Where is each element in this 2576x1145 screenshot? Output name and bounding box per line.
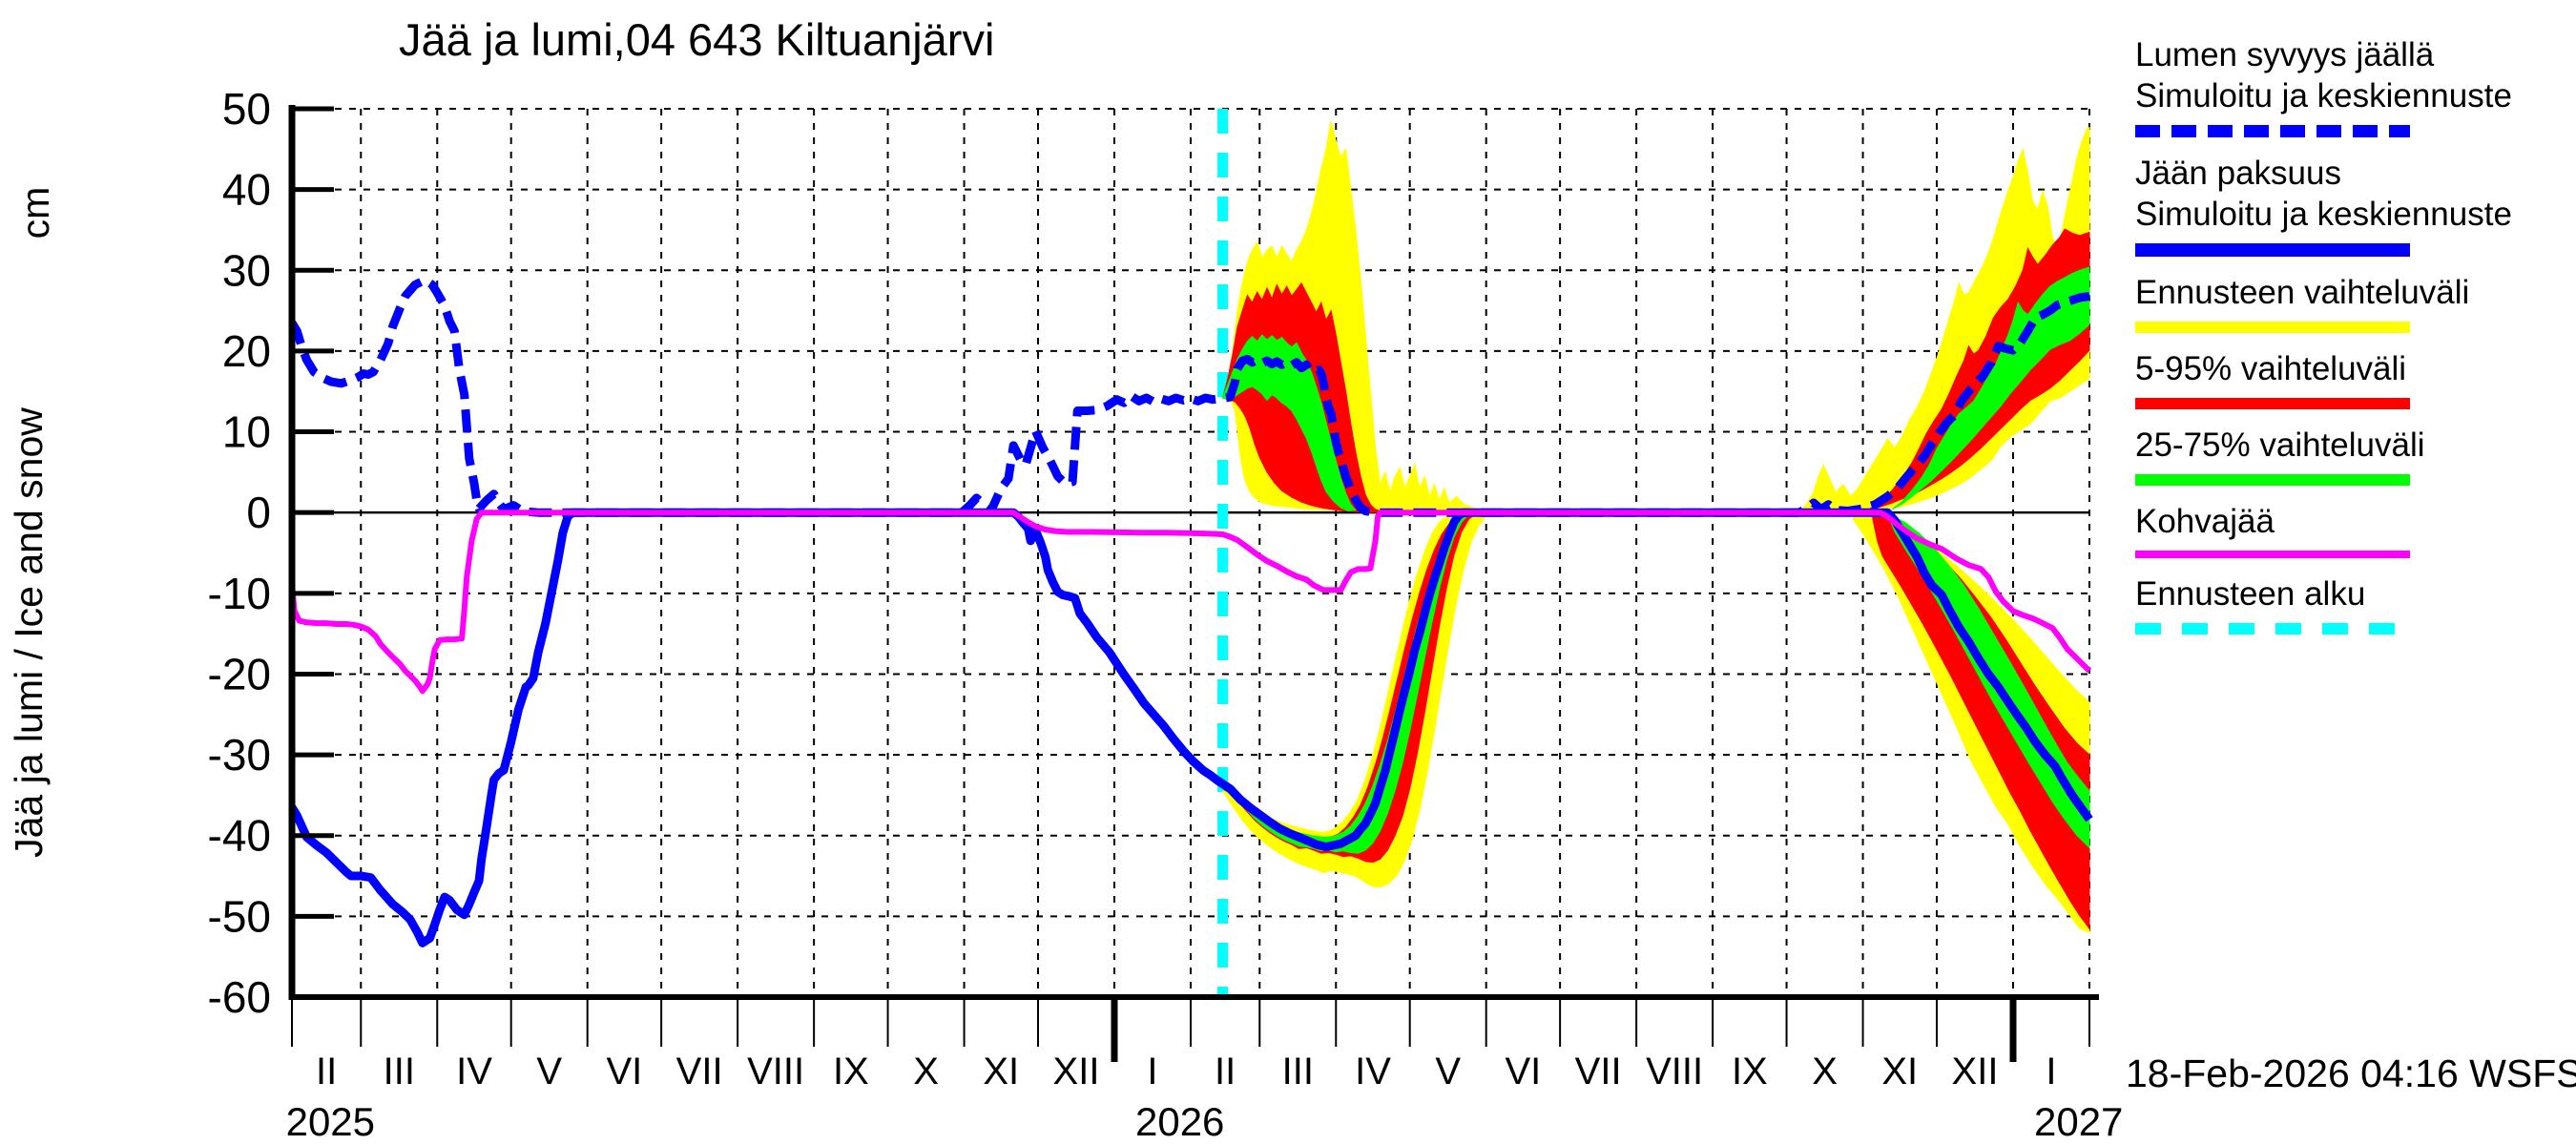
legend-swatch-green <box>2135 474 2410 486</box>
tick-label: -50 <box>208 891 271 941</box>
legend-label: Jään paksuus <box>2135 155 2341 192</box>
legend-label: Ennusteen alku <box>2135 575 2366 613</box>
legend-swatch-red <box>2135 398 2410 409</box>
series-lines <box>288 275 2093 947</box>
tick-label: 40 <box>222 165 271 215</box>
tick-label: -60 <box>208 972 271 1022</box>
tick-label: XI <box>983 1051 1019 1093</box>
tick-label: IV <box>456 1051 492 1093</box>
legend-swatch-magenta <box>2135 551 2410 558</box>
legend-item-25-75: 25-75% vaihteluväli <box>2135 425 2555 486</box>
line-snow-depth-on-ice <box>288 275 2090 517</box>
tick-label: II <box>316 1051 337 1093</box>
legend-label: Simuloitu ja keskiennuste <box>2135 77 2512 114</box>
tick-label: X <box>1812 1051 1838 1093</box>
legend-swatch-cyan-dashed <box>2135 623 2410 635</box>
band-range5-95-ice-spring2026 <box>1222 512 1479 864</box>
legend-swatch-blue-solid <box>2135 243 2410 257</box>
legend-label: 25-75% vaihteluväli <box>2135 427 2425 464</box>
legend-label: Ennusteen vaihteluväli <box>2135 274 2470 311</box>
tick-label: -10 <box>208 569 271 618</box>
legend-item-5-95: 5-95% vaihteluväli <box>2135 348 2555 409</box>
legend-swatch-yellow <box>2135 322 2410 333</box>
tick-label: II <box>1215 1051 1236 1093</box>
tick-label: VIII <box>747 1051 804 1093</box>
tick-label: XI <box>1881 1051 1918 1093</box>
tick-label: -30 <box>208 730 271 780</box>
tick-label: VII <box>1575 1051 1622 1093</box>
legend-item-forecast-start: Ennusteen alku <box>2135 573 2555 635</box>
tick-label: 0 <box>246 488 271 537</box>
tick-label: XII <box>1053 1051 1100 1093</box>
legend-label: Simuloitu ja keskiennuste <box>2135 196 2512 233</box>
tick-label: V <box>536 1051 562 1093</box>
tick-label: 30 <box>222 245 271 295</box>
tick-label: 2025 <box>286 1099 375 1144</box>
axes <box>288 105 2099 1062</box>
tick-label: 10 <box>222 407 271 457</box>
chart-legend: Lumen syvyys jäällä Simuloitu ja keskien… <box>2135 34 2555 650</box>
tick-label: 20 <box>222 326 271 376</box>
tick-label: VI <box>607 1051 643 1093</box>
band-forecast-range-snow-winter2027 <box>1798 126 2090 513</box>
band-range25-75-snow-spring2026 <box>1222 334 1357 512</box>
tick-label: VIII <box>1646 1051 1703 1093</box>
tick-label: 2026 <box>1135 1099 1224 1144</box>
tick-label: -40 <box>208 811 271 861</box>
tick-label: IV <box>1355 1051 1391 1093</box>
tick-label: V <box>1435 1051 1461 1093</box>
legend-item-kohvajaa: Kohvajää <box>2135 501 2555 558</box>
legend-label: Kohvajää <box>2135 503 2275 540</box>
tick-label: -20 <box>208 649 271 698</box>
legend-label: 5-95% vaihteluväli <box>2135 350 2407 387</box>
tick-label: XII <box>1952 1051 1999 1093</box>
band-range25-75-snow-winter2027 <box>1892 266 2090 510</box>
tick-label: 2027 <box>2034 1099 2123 1144</box>
tick-label: I <box>1147 1051 1157 1093</box>
tick-label: X <box>913 1051 939 1093</box>
legend-label: Lumen syvyys jäällä <box>2135 36 2435 73</box>
tick-label: I <box>2046 1051 2056 1093</box>
band-range5-95-snow-winter2027 <box>1867 228 2090 511</box>
forecast-bands <box>1222 120 2090 934</box>
legend-item-snow-depth: Lumen syvyys jäällä Simuloitu ja keskien… <box>2135 34 2555 137</box>
tick-label: III <box>384 1051 415 1093</box>
band-range5-95-ice-winter2027 <box>1872 513 2090 930</box>
line-kohvajaa <box>289 510 2092 695</box>
tick-label: IX <box>833 1051 869 1093</box>
legend-item-ice-thickness: Jään paksuus Simuloitu ja keskiennuste <box>2135 153 2555 257</box>
legend-item-forecast-range: Ennusteen vaihteluväli <box>2135 272 2555 333</box>
tick-label: VII <box>676 1051 723 1093</box>
tick-label: 50 <box>222 84 271 134</box>
tick-label: III <box>1282 1051 1314 1093</box>
tick-label: VI <box>1506 1051 1542 1093</box>
tick-label: IX <box>1732 1051 1768 1093</box>
run-timestamp: 18-Feb-2026 04:16 WSFS-P <box>2126 1051 2576 1095</box>
legend-swatch-blue-dashed <box>2135 125 2410 137</box>
chart-title: Jää ja lumi,04 643 Kiltuanjärvi <box>399 14 995 65</box>
